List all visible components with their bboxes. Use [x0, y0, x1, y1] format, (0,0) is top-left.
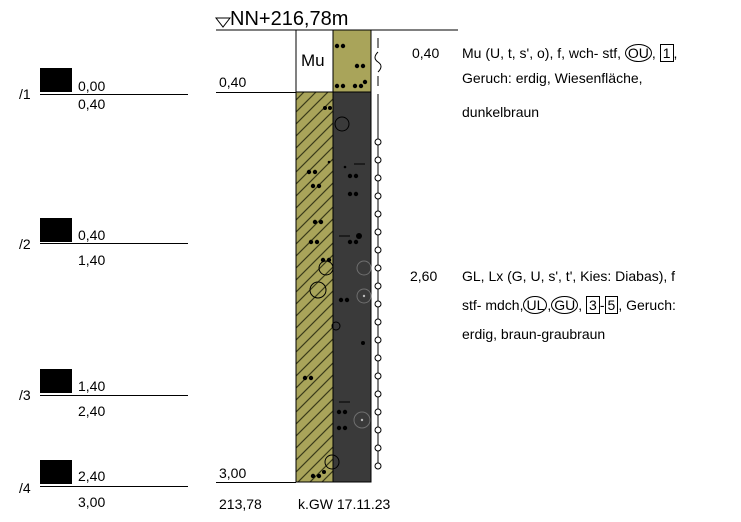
sample-bottom-depth: 1,40	[78, 252, 106, 268]
badge-box: 1	[659, 44, 674, 62]
layer-line-1: Mu (U, t, s', o), f, wch- stf, OU, 1,	[462, 44, 678, 62]
groundwater-note: k.GW 17.11.23	[298, 496, 391, 512]
badge-circle: UL	[523, 296, 548, 314]
layer1-soil-symbols	[334, 43, 368, 89]
badge-sep: ,	[547, 297, 552, 313]
layer-line-3: erdig, braun-graubraun	[462, 326, 606, 342]
layer-text: Mu (U, t, s', o), f, wch- stf,	[462, 45, 622, 61]
consistency-chain	[374, 38, 382, 470]
layer-line-1: GL, Lx (G, U, s', t', Kies: Diabas), f	[462, 268, 676, 284]
badge-sep: ,	[578, 297, 583, 313]
depth-mark-3-00: 3,00	[219, 465, 247, 481]
depth-line-0-40	[216, 92, 296, 93]
sample-top-depth: 2,40	[78, 468, 106, 484]
badge-sep: ,	[673, 45, 678, 61]
layer-line-2: Geruch: erdig, Wiesenfläche,	[462, 70, 643, 86]
layer1-symbol-label: Mu	[301, 51, 325, 70]
layer2-dark-column	[332, 91, 372, 483]
depth-mark-0-40: 0,40	[219, 74, 247, 90]
layer2-hatch-column	[295, 91, 334, 483]
sample-id: /3	[19, 387, 31, 403]
layer-text-end: , Geruch:	[618, 297, 676, 313]
sample-marker	[40, 460, 72, 484]
sample-bottom-depth: 0,40	[78, 96, 106, 112]
layer1-symbol-box	[295, 29, 334, 93]
layer-depth: 2,60	[410, 268, 438, 284]
badge-circle: GU	[551, 296, 579, 314]
sample-line	[40, 395, 188, 396]
sample-top-depth: 1,40	[78, 378, 106, 394]
sample-marker	[40, 218, 72, 242]
bottom-elevation: 213,78	[219, 496, 262, 512]
sample-line	[40, 486, 188, 487]
badge-dash: -	[599, 297, 605, 313]
sample-id: /4	[19, 480, 31, 496]
depth-line-3-00	[216, 482, 296, 483]
sample-top-depth: 0,40	[78, 227, 106, 243]
sample-id: /2	[19, 236, 31, 252]
sample-id: /1	[19, 86, 31, 102]
badge-box: 3	[586, 296, 600, 314]
layer-depth: 0,40	[412, 45, 440, 61]
elevation-triangle-icon	[214, 17, 232, 28]
layer-line-3: dunkelbraun	[462, 104, 540, 120]
badge-box: 5	[604, 296, 619, 314]
sample-bottom-depth: 3,00	[78, 494, 106, 510]
sample-bottom-depth: 2,40	[78, 403, 106, 419]
layer-line-2: stf- mdch, UL, GU, 3-5, Geruch:	[462, 296, 676, 314]
layer2-soil-symbols	[302, 106, 372, 479]
layer-text: stf- mdch,	[462, 297, 524, 313]
sample-marker	[40, 68, 72, 92]
sample-top-depth: 0,00	[78, 78, 106, 94]
badge-circle: OU	[624, 44, 652, 62]
elevation-label: NN+216,78m	[230, 8, 349, 30]
sample-marker	[40, 369, 72, 393]
sample-line	[40, 94, 188, 95]
badge-sep: ,	[651, 45, 656, 61]
sample-line	[40, 243, 188, 244]
